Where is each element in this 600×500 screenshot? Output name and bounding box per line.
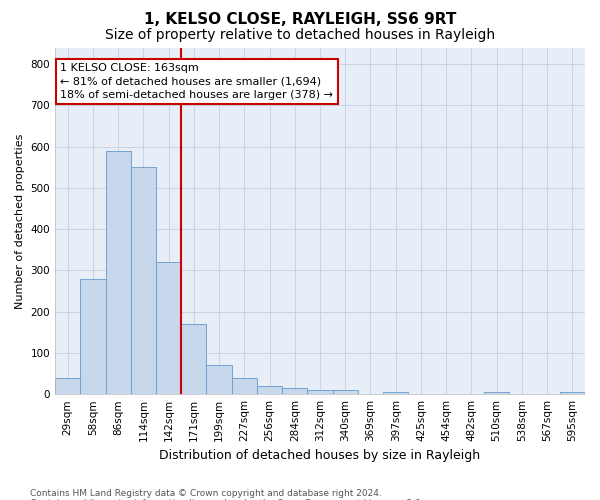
Text: 1 KELSO CLOSE: 163sqm
← 81% of detached houses are smaller (1,694)
18% of semi-d: 1 KELSO CLOSE: 163sqm ← 81% of detached …	[61, 63, 334, 100]
Bar	[484, 392, 509, 394]
Text: 1, KELSO CLOSE, RAYLEIGH, SS6 9RT: 1, KELSO CLOSE, RAYLEIGH, SS6 9RT	[144, 12, 456, 28]
Bar	[55, 378, 80, 394]
Text: Contains public sector information licensed under the Open Government Licence v3: Contains public sector information licen…	[30, 498, 424, 500]
Bar	[131, 167, 156, 394]
Bar	[332, 390, 358, 394]
Bar	[560, 392, 585, 394]
Text: Contains HM Land Registry data © Crown copyright and database right 2024.: Contains HM Land Registry data © Crown c…	[30, 488, 382, 498]
Bar	[282, 388, 307, 394]
Bar	[156, 262, 181, 394]
X-axis label: Distribution of detached houses by size in Rayleigh: Distribution of detached houses by size …	[160, 450, 481, 462]
Text: Size of property relative to detached houses in Rayleigh: Size of property relative to detached ho…	[105, 28, 495, 42]
Bar	[383, 392, 409, 394]
Bar	[257, 386, 282, 394]
Bar	[232, 378, 257, 394]
Bar	[181, 324, 206, 394]
Bar	[307, 390, 332, 394]
Bar	[206, 366, 232, 394]
Bar	[106, 150, 131, 394]
Bar	[80, 278, 106, 394]
Y-axis label: Number of detached properties: Number of detached properties	[15, 133, 25, 308]
